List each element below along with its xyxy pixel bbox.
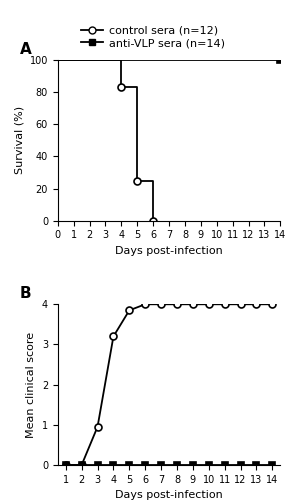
- Text: A: A: [20, 42, 32, 57]
- Text: B: B: [20, 286, 32, 301]
- Y-axis label: Survival (%): Survival (%): [14, 106, 24, 174]
- X-axis label: Days post-infection: Days post-infection: [115, 246, 223, 256]
- Legend: control sera (n=12), anti-VLP sera (n=14): control sera (n=12), anti-VLP sera (n=14…: [81, 26, 225, 48]
- Y-axis label: Mean clinical score: Mean clinical score: [26, 332, 36, 438]
- X-axis label: Days post-infection: Days post-infection: [115, 490, 223, 500]
